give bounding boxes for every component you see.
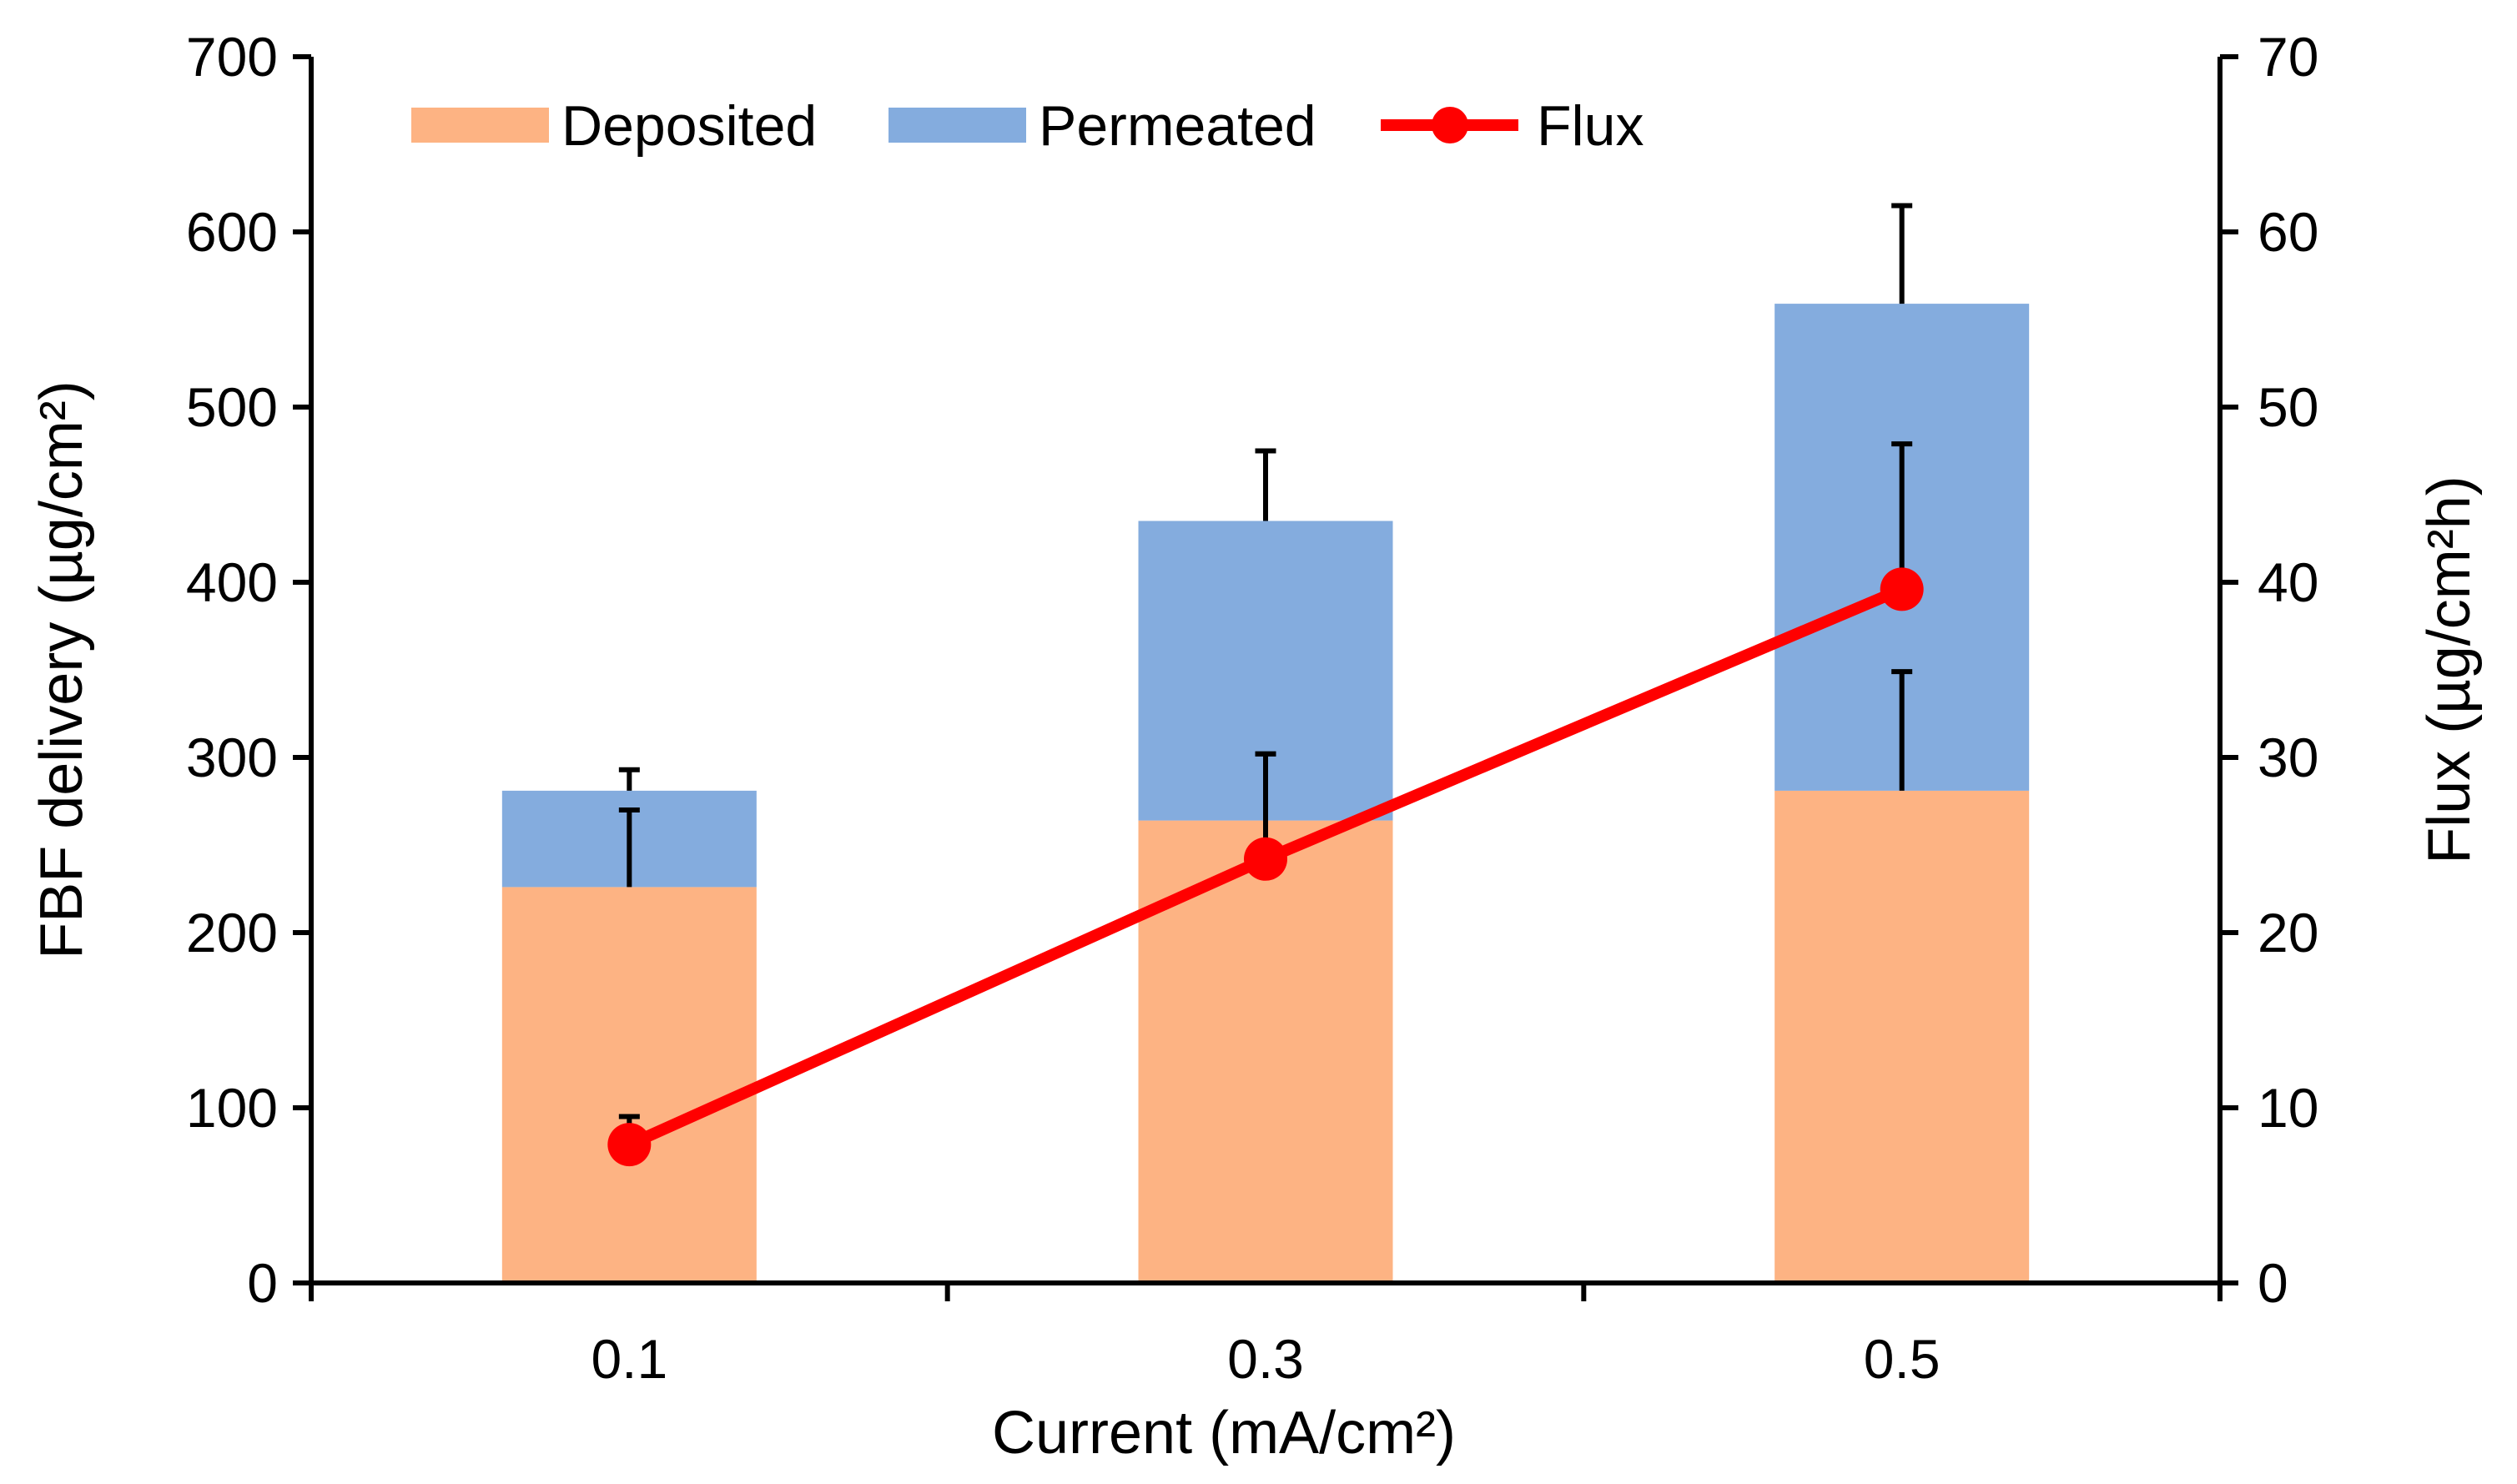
x-axis-title: Current (mA/cm²) bbox=[992, 1400, 1456, 1466]
y2-tick-label-20: 20 bbox=[2258, 902, 2318, 963]
y-tick-label-600: 600 bbox=[186, 201, 278, 263]
y-tick-label-500: 500 bbox=[186, 376, 278, 438]
bar-deposited-0.1 bbox=[501, 887, 757, 1283]
legend-swatch-deposited bbox=[411, 108, 549, 143]
axes-layer: 0 100 200 300 400 500 600 700 0 10 20 30 40 50 60 70 0.1… bbox=[28, 26, 2483, 1466]
legend: Deposited Permeated Flux bbox=[411, 94, 1644, 158]
y-tick-label-0: 0 bbox=[247, 1252, 278, 1314]
x-tick-label-0.5: 0.5 bbox=[1864, 1328, 1941, 1390]
legend-swatch-permeated bbox=[889, 108, 1026, 143]
y2-tick-label-50: 50 bbox=[2258, 376, 2318, 438]
x-tick-label-0.1: 0.1 bbox=[591, 1328, 667, 1390]
y2-tick-label-30: 30 bbox=[2258, 727, 2318, 788]
flux-point-0.1 bbox=[607, 1123, 652, 1167]
legend-label-deposited: Deposited bbox=[561, 94, 817, 158]
y-tick-label-400: 400 bbox=[186, 551, 278, 613]
y2-tick-label-40: 40 bbox=[2258, 551, 2318, 613]
bar-deposited-0.5 bbox=[1774, 790, 2030, 1283]
x-tick-label-0.3: 0.3 bbox=[1227, 1328, 1304, 1390]
y-tick-label-200: 200 bbox=[186, 902, 278, 963]
y2-axis-title: Flux (µg/cm²h) bbox=[2416, 475, 2483, 864]
flux-point-0.3 bbox=[1244, 837, 1287, 881]
y2-tick-label-0: 0 bbox=[2258, 1252, 2288, 1314]
y-tick-label-100: 100 bbox=[186, 1077, 278, 1139]
bar-deposited-0.3 bbox=[1138, 820, 1393, 1283]
legend-marker-flux bbox=[1432, 107, 1468, 143]
y2-tick-label-70: 70 bbox=[2258, 26, 2318, 88]
flux-line-layer bbox=[607, 567, 1924, 1167]
legend-label-flux: Flux bbox=[1537, 94, 1644, 158]
y-axis-title: FBF delivery (µg/cm²) bbox=[28, 380, 95, 959]
flux-point-0.5 bbox=[1880, 567, 1924, 611]
legend-label-permeated: Permeated bbox=[1039, 94, 1316, 158]
y-tick-label-300: 300 bbox=[186, 727, 278, 788]
y2-tick-label-60: 60 bbox=[2258, 201, 2318, 263]
y2-tick-label-10: 10 bbox=[2258, 1077, 2318, 1139]
y-tick-label-700: 700 bbox=[186, 26, 278, 88]
